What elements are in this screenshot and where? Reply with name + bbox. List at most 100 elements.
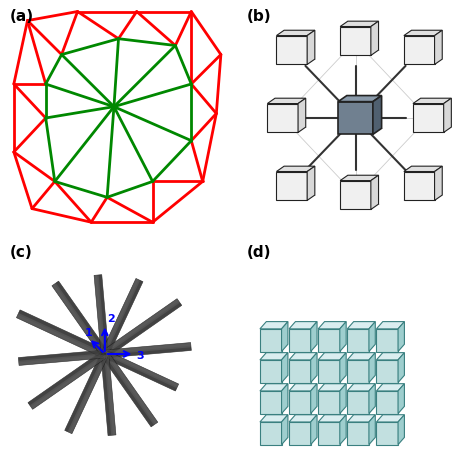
Polygon shape: [52, 281, 108, 356]
Polygon shape: [338, 95, 382, 101]
Polygon shape: [267, 103, 298, 133]
Polygon shape: [289, 384, 317, 391]
Polygon shape: [347, 353, 375, 360]
Polygon shape: [310, 353, 317, 382]
Polygon shape: [369, 321, 375, 352]
Text: 1: 1: [84, 328, 92, 337]
Polygon shape: [376, 391, 398, 413]
Polygon shape: [18, 310, 107, 353]
Polygon shape: [340, 321, 346, 352]
Polygon shape: [340, 175, 379, 181]
Polygon shape: [347, 384, 375, 391]
Polygon shape: [106, 354, 116, 435]
Polygon shape: [105, 347, 191, 358]
Polygon shape: [94, 275, 104, 354]
Polygon shape: [289, 415, 317, 422]
Polygon shape: [318, 422, 340, 445]
Polygon shape: [103, 299, 179, 354]
Polygon shape: [376, 329, 398, 352]
Polygon shape: [260, 415, 288, 422]
Polygon shape: [340, 353, 346, 382]
Polygon shape: [267, 98, 306, 103]
Polygon shape: [260, 360, 282, 382]
Polygon shape: [260, 321, 288, 329]
Polygon shape: [310, 384, 317, 413]
Polygon shape: [282, 384, 288, 413]
Text: (c): (c): [9, 245, 32, 260]
Polygon shape: [404, 35, 435, 65]
Polygon shape: [102, 278, 139, 354]
Polygon shape: [17, 314, 104, 357]
Polygon shape: [347, 329, 369, 352]
Polygon shape: [338, 101, 373, 135]
Polygon shape: [104, 343, 191, 358]
Polygon shape: [103, 351, 179, 391]
Polygon shape: [371, 21, 379, 55]
Polygon shape: [105, 343, 191, 353]
Polygon shape: [307, 166, 315, 201]
Polygon shape: [101, 352, 158, 427]
Text: 2: 2: [107, 314, 115, 324]
Polygon shape: [318, 391, 340, 413]
Polygon shape: [398, 321, 404, 352]
Polygon shape: [260, 391, 282, 413]
Polygon shape: [318, 384, 346, 391]
Polygon shape: [376, 353, 404, 360]
Polygon shape: [404, 30, 442, 35]
Polygon shape: [347, 321, 375, 329]
Polygon shape: [65, 353, 104, 432]
Polygon shape: [260, 422, 282, 445]
Polygon shape: [318, 360, 340, 382]
Polygon shape: [69, 354, 108, 434]
Polygon shape: [347, 415, 375, 422]
Polygon shape: [340, 26, 371, 55]
Polygon shape: [52, 284, 104, 356]
Polygon shape: [101, 278, 143, 355]
Polygon shape: [99, 275, 109, 354]
Polygon shape: [101, 354, 111, 436]
Polygon shape: [17, 310, 107, 358]
Polygon shape: [103, 354, 177, 391]
Polygon shape: [373, 95, 382, 135]
Polygon shape: [28, 351, 107, 409]
Polygon shape: [102, 354, 154, 427]
Polygon shape: [289, 360, 310, 382]
Polygon shape: [404, 166, 442, 171]
Polygon shape: [369, 415, 375, 445]
Polygon shape: [435, 166, 442, 201]
Polygon shape: [340, 384, 346, 413]
Polygon shape: [101, 354, 116, 436]
Polygon shape: [413, 98, 451, 103]
Polygon shape: [276, 171, 307, 201]
Polygon shape: [276, 30, 315, 35]
Polygon shape: [376, 422, 398, 445]
Polygon shape: [289, 353, 317, 360]
Polygon shape: [398, 415, 404, 445]
Polygon shape: [106, 280, 143, 355]
Polygon shape: [369, 353, 375, 382]
Polygon shape: [371, 175, 379, 210]
Text: (b): (b): [246, 9, 271, 24]
Polygon shape: [435, 30, 442, 65]
Polygon shape: [413, 103, 444, 133]
Polygon shape: [347, 360, 369, 382]
Polygon shape: [260, 329, 282, 352]
Polygon shape: [276, 166, 315, 171]
Polygon shape: [318, 329, 340, 352]
Polygon shape: [298, 98, 306, 133]
Polygon shape: [347, 422, 369, 445]
Polygon shape: [289, 329, 310, 352]
Polygon shape: [282, 353, 288, 382]
Polygon shape: [56, 281, 108, 354]
Text: 3: 3: [137, 351, 144, 361]
Polygon shape: [260, 384, 288, 391]
Polygon shape: [31, 354, 107, 409]
Text: (a): (a): [9, 9, 33, 24]
Polygon shape: [276, 35, 307, 65]
Polygon shape: [340, 21, 379, 26]
Polygon shape: [398, 384, 404, 413]
Polygon shape: [340, 415, 346, 445]
Text: (d): (d): [246, 245, 271, 260]
Polygon shape: [340, 181, 371, 210]
Polygon shape: [404, 171, 435, 201]
